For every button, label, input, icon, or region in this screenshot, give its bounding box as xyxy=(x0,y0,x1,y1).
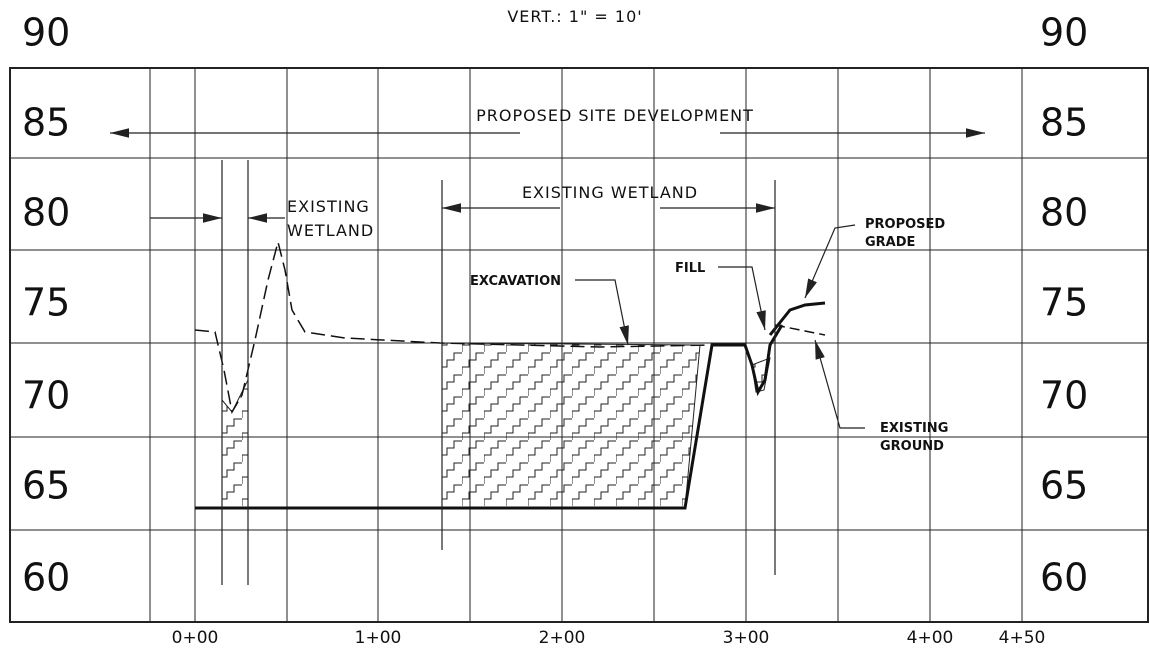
profile xyxy=(194,241,826,510)
elevation-label: 60 xyxy=(1040,556,1088,600)
annotation: EXCAVATION xyxy=(470,274,561,289)
grid xyxy=(9,67,1149,623)
annotation: PROPOSED xyxy=(865,217,945,232)
elevation-label: 65 xyxy=(22,464,70,508)
elevation-label: 85 xyxy=(1040,101,1088,145)
annotation: WETLAND xyxy=(287,221,374,240)
elevation-label: 60 xyxy=(22,556,70,600)
annotation: EXISTING xyxy=(880,421,948,436)
elevation-label: 65 xyxy=(1040,464,1088,508)
elevation-label: 85 xyxy=(22,101,70,145)
annotation: GRADE xyxy=(865,235,915,250)
dimension-lines xyxy=(109,128,985,585)
station-label: 3+00 xyxy=(723,628,770,648)
station-label: 4+00 xyxy=(907,628,954,648)
elevation-label: 80 xyxy=(1040,191,1088,235)
hatch-areas xyxy=(221,342,771,509)
elevation-label: 90 xyxy=(22,11,70,55)
elevation-label: 70 xyxy=(1040,374,1088,418)
annotation: PROPOSED SITE DEVELOPMENT xyxy=(476,106,754,125)
elevation-label: 90 xyxy=(1040,11,1088,55)
annotation: GROUND xyxy=(880,439,944,454)
elevation-label: 70 xyxy=(22,374,70,418)
elevation-label: 80 xyxy=(22,191,70,235)
annotation: EXISTING WETLAND xyxy=(522,183,698,202)
station-label: 1+00 xyxy=(355,628,402,648)
elevation-label: 75 xyxy=(1040,281,1088,325)
station-label: 4+50 xyxy=(999,628,1046,648)
annotation: FILL xyxy=(675,261,705,276)
scale-note: VERT.: 1" = 10' xyxy=(507,7,642,26)
station-label: 2+00 xyxy=(539,628,586,648)
elevation-label: 75 xyxy=(22,281,70,325)
annotation: EXISTING xyxy=(287,197,370,216)
station-label: 0+00 xyxy=(172,628,219,648)
labels: VERT.: 1" = 10' 90 85 80 75 70 65 60 90 … xyxy=(22,7,1088,648)
